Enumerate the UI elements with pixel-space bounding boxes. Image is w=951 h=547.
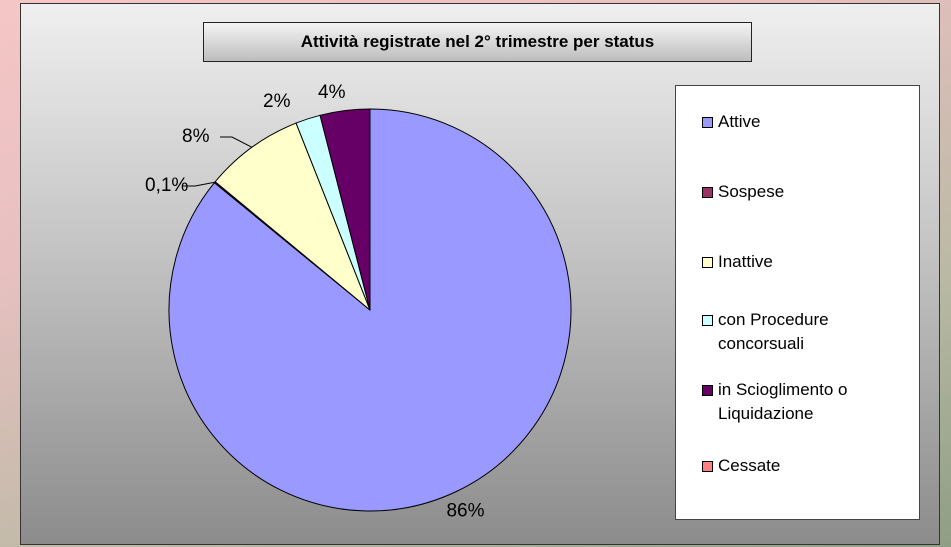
- pie-slice: [319, 108, 371, 311]
- legend-swatch: [702, 385, 713, 396]
- legend-item: Cessate: [702, 454, 898, 478]
- data-label: 4%: [318, 82, 346, 103]
- data-label: 2%: [263, 91, 291, 112]
- chart-title: Attività registrate nel 2° trimestre per…: [203, 22, 752, 62]
- data-label: 86%: [446, 501, 484, 522]
- legend-item: in Scioglimento o Liquidazione: [702, 378, 898, 426]
- legend-item: con Procedure concorsuali: [702, 308, 898, 356]
- legend: Attive Sospese Inattive con Procedure conco…: [675, 85, 920, 520]
- legend-label: Sospese: [718, 182, 785, 201]
- legend-label: Cessate: [718, 456, 781, 475]
- pie-slice: [214, 122, 371, 311]
- legend-label: con Procedure concorsuali: [718, 310, 829, 353]
- legend-swatch: [702, 257, 713, 268]
- legend-swatch: [702, 117, 713, 128]
- legend-swatch: [702, 315, 713, 326]
- legend-swatch: [702, 461, 713, 472]
- data-label: 8%: [182, 126, 210, 147]
- legend-label: Attive: [718, 112, 761, 131]
- legend-item: Sospese: [702, 180, 898, 204]
- legend-swatch: [702, 187, 713, 198]
- legend-label: in Scioglimento o Liquidazione: [718, 380, 848, 423]
- legend-label: Inattive: [718, 252, 773, 271]
- data-label: 0,1%: [145, 175, 188, 196]
- leader-line: [220, 136, 253, 148]
- legend-item: Inattive: [702, 250, 898, 274]
- leader-line: [183, 181, 215, 187]
- legend-item: Attive: [702, 110, 898, 134]
